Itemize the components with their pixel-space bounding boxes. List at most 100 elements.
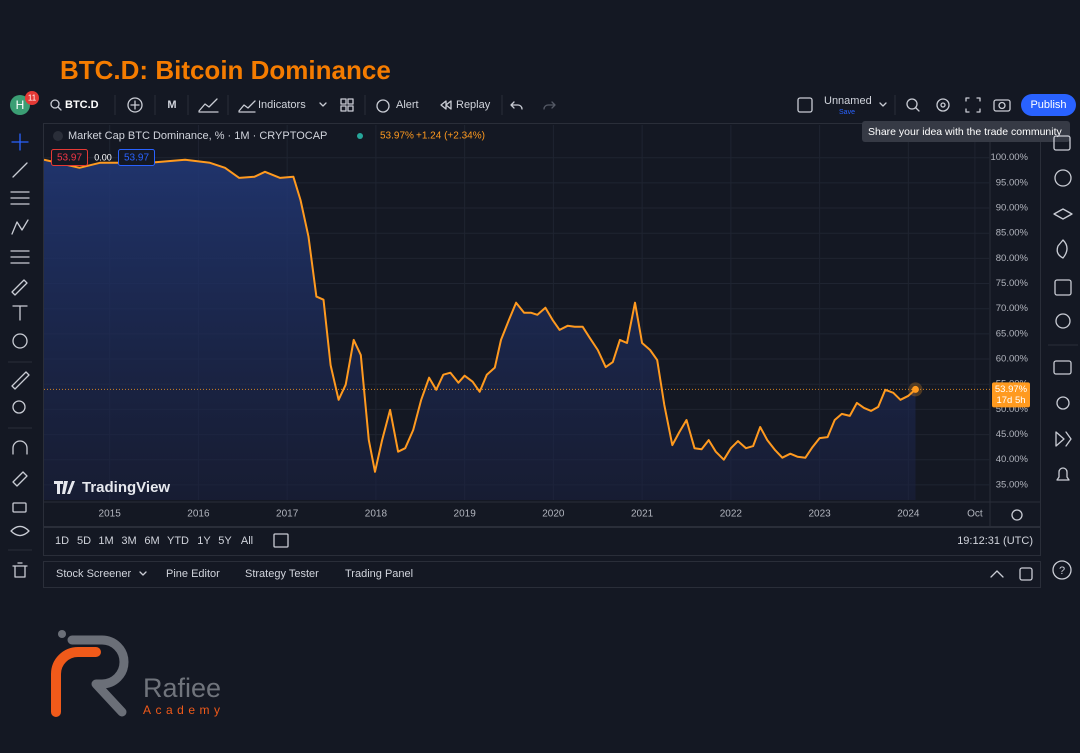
- right-toolbar: ?: [1048, 135, 1078, 580]
- layout-square-icon[interactable]: [797, 97, 813, 113]
- settings-icon[interactable]: [936, 98, 950, 112]
- watchlist-icon[interactable]: [1053, 135, 1071, 151]
- trendline-tool[interactable]: [12, 162, 28, 178]
- range-button[interactable]: All: [241, 535, 253, 547]
- ruler-tool[interactable]: [11, 371, 30, 390]
- quick-search-icon[interactable]: [906, 98, 918, 110]
- watermark: TradingView: [82, 479, 170, 496]
- y-tick-label: 60.00%: [996, 354, 1029, 365]
- replay-icon[interactable]: [440, 100, 452, 110]
- x-tick-label: 2023: [808, 509, 831, 520]
- pattern-tool[interactable]: [11, 219, 29, 235]
- publish-label: Publish: [1030, 99, 1066, 111]
- chevron[interactable]: [319, 102, 327, 107]
- redo-icon[interactable]: [543, 101, 556, 110]
- search-icon-handle: [57, 106, 62, 111]
- chart-type-icon[interactable]: [198, 98, 219, 113]
- alert-button[interactable]: Alert: [396, 99, 419, 111]
- add-symbol-icon[interactable]: [127, 97, 143, 113]
- chevron[interactable]: [879, 102, 887, 107]
- x-tick-label: 2021: [631, 509, 654, 520]
- collapse-icon[interactable]: [990, 570, 1004, 578]
- alert-icon[interactable]: [376, 99, 390, 113]
- chevron[interactable]: [139, 571, 147, 576]
- range-button[interactable]: 6M: [144, 535, 159, 547]
- calendar-icon[interactable]: [1054, 279, 1072, 296]
- save-label[interactable]: Save: [839, 109, 855, 116]
- forecast-tool[interactable]: [10, 250, 30, 264]
- magnet-tool[interactable]: [12, 440, 28, 455]
- zoom-tool[interactable]: [12, 400, 26, 414]
- tooltip-text: Share your idea with the trade community: [868, 126, 1063, 138]
- streams-icon[interactable]: [1056, 396, 1070, 410]
- range-buttons: 1D 5D 1M 3M 6M YTD 1Y 5Y All: [55, 535, 253, 547]
- settings-icon-core: [940, 102, 946, 108]
- bottom-tab[interactable]: Trading Panel: [345, 568, 413, 580]
- interval[interactable]: M: [167, 99, 176, 111]
- ideas-icon[interactable]: [1055, 313, 1071, 329]
- notifications-icon[interactable]: [1056, 467, 1070, 481]
- lock-tool[interactable]: [12, 502, 27, 513]
- legend-value: 53.97%: [380, 131, 414, 142]
- fib-tool[interactable]: [10, 191, 30, 205]
- last-point: [911, 385, 919, 393]
- y-tick-label: 100.00%: [990, 152, 1028, 163]
- buy-button[interactable]: [118, 149, 155, 166]
- text-tool[interactable]: [12, 305, 28, 321]
- range-button[interactable]: 5D: [77, 535, 91, 547]
- layout-icon[interactable]: [340, 98, 347, 105]
- delete-tool[interactable]: [12, 562, 28, 578]
- indicators-button[interactable]: Indicators: [258, 99, 306, 111]
- range-button[interactable]: 1D: [55, 535, 69, 547]
- page-title: BTC.D: Bitcoin Dominance: [60, 55, 391, 85]
- visibility-tool[interactable]: [10, 525, 30, 537]
- alerts-icon[interactable]: [1054, 169, 1072, 187]
- sell-button[interactable]: [51, 149, 88, 166]
- replay-button[interactable]: Replay: [456, 99, 491, 111]
- date-range-icon[interactable]: [273, 533, 289, 548]
- hotlist-icon[interactable]: [1056, 239, 1068, 259]
- bottom-panel: [43, 561, 1041, 588]
- layout-name[interactable]: Unnamed: [824, 95, 872, 107]
- range-button[interactable]: 1Y: [197, 535, 211, 547]
- layers-icon[interactable]: [1053, 208, 1073, 220]
- search-icon[interactable]: [50, 99, 60, 109]
- brush-tool[interactable]: [11, 279, 28, 296]
- maximize-icon[interactable]: [1019, 567, 1033, 581]
- y-tick-label: 80.00%: [996, 253, 1029, 264]
- crosshair-tool[interactable]: [11, 133, 29, 151]
- symbol[interactable]: BTC.D: [65, 99, 99, 111]
- indicators-icon[interactable]: [238, 100, 256, 113]
- bottom-tab[interactable]: Strategy Tester: [245, 568, 319, 580]
- logo-dot: [58, 630, 66, 638]
- snapshot-icon[interactable]: [993, 99, 1011, 112]
- x-tick-label: 2020: [542, 509, 565, 520]
- y-tick-label: 40.00%: [996, 454, 1029, 465]
- bottom-tab[interactable]: Stock Screener: [56, 568, 132, 580]
- replay-panel-icon[interactable]: [1055, 431, 1072, 447]
- range-button[interactable]: 1M: [98, 535, 113, 547]
- fullscreen-icon[interactable]: [965, 97, 981, 113]
- avatar[interactable]: [10, 95, 30, 115]
- clock: 19:12:31 (UTC): [957, 535, 1033, 547]
- lock-draw-tool[interactable]: [12, 471, 28, 487]
- series-legend: Market Cap BTC Dominance, % · 1M · CRYPT…: [68, 130, 327, 142]
- bottom-tabs: Stock Screener Pine Editor Strategy Tester…: [56, 568, 413, 580]
- chat-icon[interactable]: [1053, 360, 1072, 375]
- bottom-tab[interactable]: Pine Editor: [166, 568, 220, 580]
- y-tick-label: 45.00%: [996, 429, 1029, 440]
- emoji-tool[interactable]: [12, 333, 28, 349]
- x-tick-label: 2017: [276, 509, 299, 520]
- snapshot-lens: [998, 101, 1006, 110]
- layout-icon: [340, 105, 347, 112]
- range-button[interactable]: YTD: [167, 535, 189, 547]
- range-button[interactable]: 5Y: [218, 535, 232, 547]
- undo-icon[interactable]: [510, 101, 523, 110]
- layout-icon: [347, 105, 354, 112]
- range-button[interactable]: 3M: [121, 535, 136, 547]
- y-tick-label: 35.00%: [996, 479, 1029, 490]
- publish-button[interactable]: [1021, 94, 1076, 116]
- axis-settings-icon[interactable]: [1011, 509, 1023, 521]
- x-tick-label: 2019: [454, 509, 477, 520]
- help-icon[interactable]: [1052, 560, 1072, 580]
